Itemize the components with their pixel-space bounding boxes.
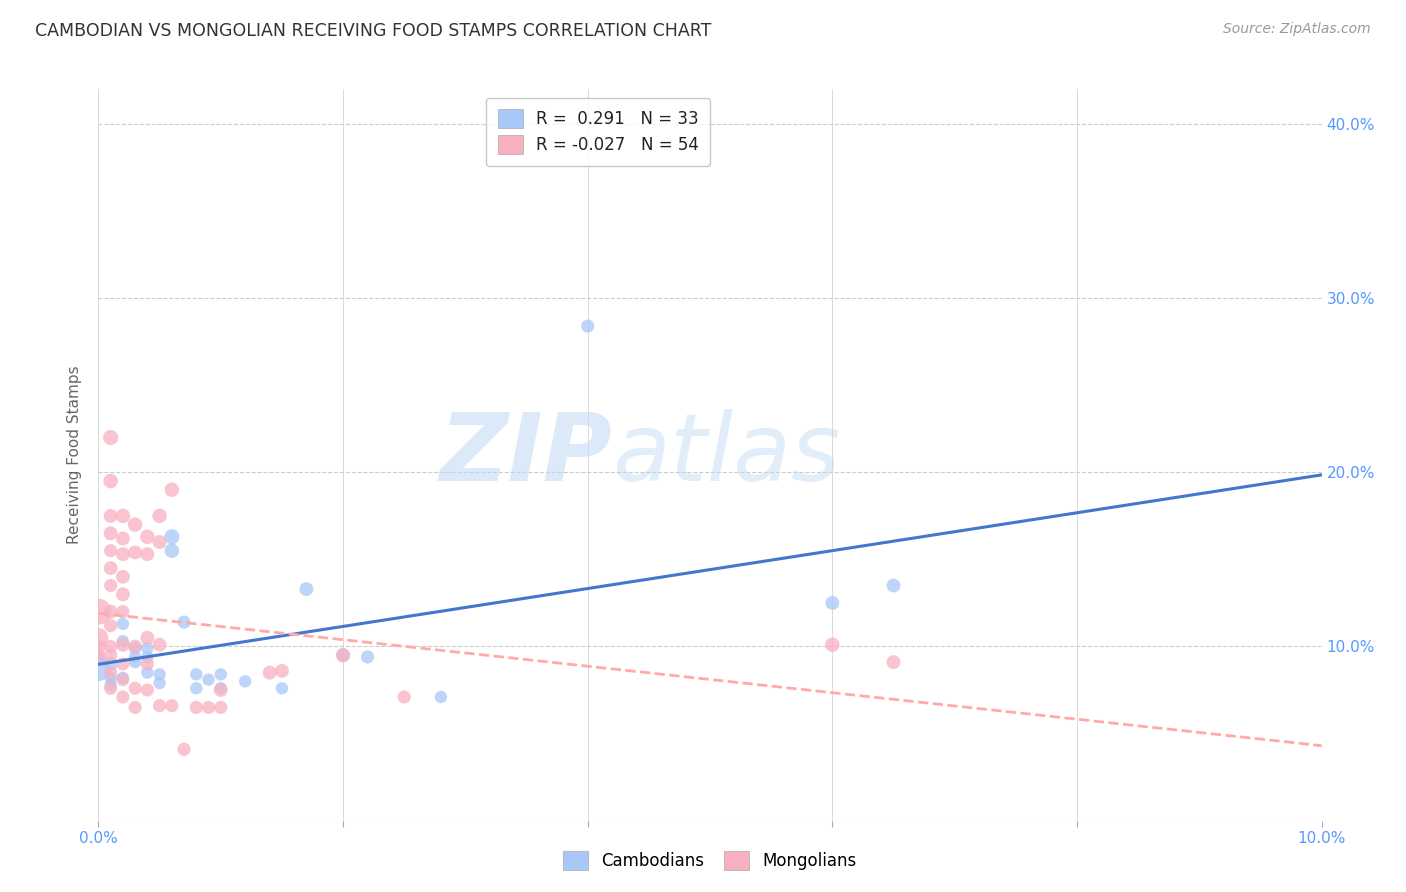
Point bbox=[100, 474, 122, 488]
Point bbox=[100, 605, 122, 619]
Point bbox=[173, 615, 195, 629]
Point bbox=[111, 638, 134, 652]
Point bbox=[100, 657, 122, 671]
Point bbox=[576, 319, 599, 334]
Point bbox=[111, 616, 134, 631]
Point bbox=[209, 700, 232, 714]
Point bbox=[136, 683, 159, 698]
Point bbox=[295, 582, 318, 596]
Text: Source: ZipAtlas.com: Source: ZipAtlas.com bbox=[1223, 22, 1371, 37]
Point bbox=[356, 649, 378, 664]
Point bbox=[111, 570, 134, 584]
Point bbox=[100, 430, 122, 444]
Point bbox=[197, 673, 219, 687]
Point bbox=[136, 641, 159, 656]
Point bbox=[259, 665, 281, 680]
Text: atlas: atlas bbox=[612, 409, 841, 500]
Point bbox=[111, 508, 134, 523]
Point bbox=[87, 640, 110, 654]
Point bbox=[100, 526, 122, 541]
Point bbox=[100, 543, 122, 558]
Point bbox=[821, 638, 844, 652]
Point bbox=[136, 530, 159, 544]
Point bbox=[136, 631, 159, 645]
Point bbox=[124, 640, 146, 654]
Point bbox=[111, 532, 134, 546]
Point bbox=[270, 664, 292, 678]
Point bbox=[270, 681, 292, 696]
Point bbox=[149, 508, 172, 523]
Point bbox=[100, 681, 122, 696]
Point bbox=[136, 657, 159, 671]
Point bbox=[883, 655, 905, 669]
Point bbox=[87, 631, 110, 645]
Point bbox=[233, 674, 256, 689]
Point bbox=[883, 578, 905, 592]
Point bbox=[136, 665, 159, 680]
Point bbox=[124, 700, 146, 714]
Point bbox=[160, 543, 183, 558]
Point bbox=[332, 648, 354, 663]
Point bbox=[136, 547, 159, 561]
Point bbox=[392, 690, 416, 704]
Point bbox=[160, 698, 183, 713]
Point bbox=[100, 671, 122, 685]
Point bbox=[111, 690, 134, 704]
Point bbox=[87, 648, 110, 663]
Point bbox=[186, 667, 208, 681]
Point bbox=[186, 700, 208, 714]
Text: ZIP: ZIP bbox=[439, 409, 612, 501]
Point bbox=[149, 676, 172, 690]
Point bbox=[124, 649, 146, 664]
Point bbox=[111, 671, 134, 685]
Point bbox=[209, 681, 232, 696]
Point bbox=[100, 678, 122, 692]
Point bbox=[124, 517, 146, 532]
Point bbox=[124, 641, 146, 656]
Point bbox=[100, 578, 122, 592]
Point bbox=[186, 681, 208, 696]
Point bbox=[149, 638, 172, 652]
Point bbox=[100, 508, 122, 523]
Point bbox=[100, 640, 122, 654]
Point bbox=[332, 648, 354, 663]
Point bbox=[100, 665, 122, 680]
Point bbox=[197, 700, 219, 714]
Point bbox=[160, 530, 183, 544]
Point bbox=[173, 742, 195, 756]
Point bbox=[111, 673, 134, 687]
Point bbox=[124, 545, 146, 559]
Point bbox=[149, 535, 172, 549]
Point bbox=[87, 605, 110, 619]
Point bbox=[821, 596, 844, 610]
Point bbox=[209, 667, 232, 681]
Point bbox=[100, 561, 122, 575]
Point bbox=[124, 655, 146, 669]
Point bbox=[111, 657, 134, 671]
Point bbox=[100, 648, 122, 663]
Point bbox=[124, 681, 146, 696]
Text: CAMBODIAN VS MONGOLIAN RECEIVING FOOD STAMPS CORRELATION CHART: CAMBODIAN VS MONGOLIAN RECEIVING FOOD ST… bbox=[35, 22, 711, 40]
Point bbox=[430, 690, 453, 704]
Point bbox=[111, 547, 134, 561]
Point bbox=[100, 618, 122, 632]
Point bbox=[149, 667, 172, 681]
Legend: Cambodians, Mongolians: Cambodians, Mongolians bbox=[555, 842, 865, 878]
Point bbox=[149, 698, 172, 713]
Point bbox=[209, 683, 232, 698]
Point bbox=[136, 649, 159, 664]
Point bbox=[87, 662, 110, 676]
Point bbox=[87, 651, 110, 665]
Point bbox=[160, 483, 183, 497]
Point bbox=[111, 634, 134, 648]
Y-axis label: Receiving Food Stamps: Receiving Food Stamps bbox=[67, 366, 83, 544]
Point bbox=[111, 587, 134, 601]
Point bbox=[111, 605, 134, 619]
